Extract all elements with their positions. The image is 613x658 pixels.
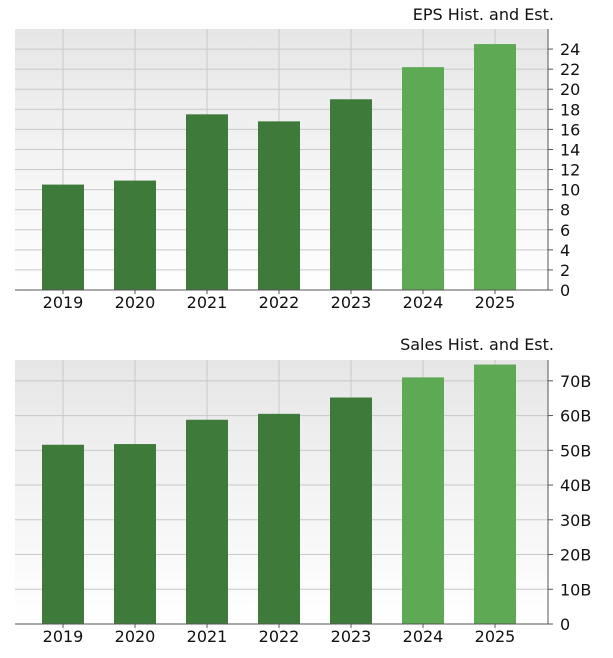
bar-2020: [114, 180, 156, 290]
y-tick-label: 16: [560, 120, 580, 139]
y-tick-label: 24: [560, 40, 580, 59]
x-tick-label: 2021: [187, 293, 228, 312]
x-tick-label: 2025: [475, 627, 516, 646]
x-tick-label: 2019: [43, 293, 84, 312]
sales-chart: 0 10B 20B 30B 40B 50B 60B 70B 2019 2020 2021 2022 20…: [0, 330, 613, 650]
y-tick-label: 0: [560, 615, 570, 634]
y-tick-label: 2: [560, 261, 570, 280]
x-tick-label: 2025: [475, 293, 516, 312]
bar-2021: [186, 114, 228, 290]
bar-2022: [258, 413, 300, 624]
y-tick-label: 0: [560, 281, 570, 300]
x-tick-label: 2021: [187, 627, 228, 646]
x-tick-label: 2022: [259, 627, 300, 646]
y-tick-label: 30B: [560, 511, 591, 530]
y-tick-label: 70B: [560, 372, 591, 391]
bar-2023: [330, 397, 372, 624]
x-tick-label: 2024: [403, 293, 444, 312]
chart-svg: 0 10B 20B 30B 40B 50B 60B 70B 2019 2020 2021 2022 20…: [15, 335, 591, 646]
y-tick-label: 10B: [560, 580, 591, 599]
bar-2020: [114, 444, 156, 624]
x-tick-label: 2023: [331, 627, 372, 646]
bar-2019: [42, 184, 84, 290]
y-tick-label: 4: [560, 241, 570, 260]
bar-2024: [402, 67, 444, 291]
bar-2025: [474, 44, 516, 290]
x-tick-label: 2024: [403, 627, 444, 646]
y-tick-label: 10: [560, 181, 580, 200]
x-tick-label: 2022: [259, 293, 300, 312]
bar-2019: [42, 444, 84, 624]
x-tick-label: 2019: [43, 627, 84, 646]
bar-2021: [186, 419, 228, 624]
bar-2025: [474, 364, 516, 624]
x-tick-label: 2020: [115, 293, 156, 312]
y-tick-label: 20: [560, 80, 580, 99]
y-tick-label: 40B: [560, 476, 591, 495]
chart-title: EPS Hist. and Est.: [413, 5, 554, 24]
x-tick-label: 2023: [331, 293, 372, 312]
y-tick-label: 20B: [560, 546, 591, 565]
y-tick-label: 8: [560, 201, 570, 220]
x-tick-label: 2020: [115, 627, 156, 646]
bar-2023: [330, 99, 372, 291]
chart-title: Sales Hist. and Est.: [400, 335, 554, 354]
y-tick-label: 14: [560, 140, 580, 159]
y-tick-label: 12: [560, 161, 580, 180]
y-tick-label: 18: [560, 100, 580, 119]
y-tick-label: 6: [560, 221, 570, 240]
y-tick-label: 60B: [560, 407, 591, 426]
bar-2022: [258, 121, 300, 290]
bar-2024: [402, 377, 444, 624]
y-tick-label: 50B: [560, 441, 591, 460]
y-tick-label: 22: [560, 60, 580, 79]
eps-chart: 0 2 4 6 8 10 12 14 16 18 20 22 24 2019 2020 2021 2022 202…: [0, 0, 613, 312]
